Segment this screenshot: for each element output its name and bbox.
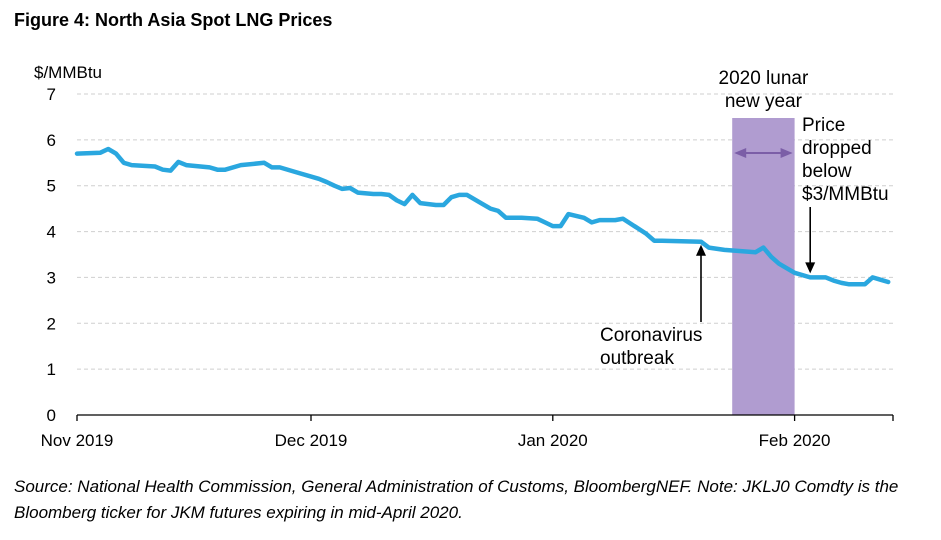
drop-label-line: dropped [802,138,872,159]
x-tick-label: Jan 2020 [518,431,588,450]
outbreak-label-line: outbreak [600,348,674,369]
y-tick-label-7: 7 [47,85,56,104]
y-tick-label-1: 1 [47,360,56,379]
x-tick-label: Dec 2019 [275,431,348,450]
drop-label-line: below [802,161,852,182]
y-tick-label-5: 5 [47,177,56,196]
drop-arrow-head [805,262,816,274]
figure-title: Figure 4: North Asia Spot LNG Prices [14,10,333,30]
axes: 0 1 2 3 4 5 6 7 Nov 2019 Dec 2019 Jan 2020 Feb 2020 [41,85,894,450]
drop-label-line: Price [802,115,845,136]
drop-label-line: $3/MMBtu [802,184,889,205]
band-arrow-head-right [780,148,793,158]
price-line-0 [74,146,891,287]
source-note: Source: National Health Commission, Gene… [14,477,899,522]
y-tick-label-3: 3 [47,268,56,287]
x-tick-label: Nov 2019 [41,431,114,450]
y-axis-label: $/MMBtu [34,63,102,82]
y-tick-label-6: 6 [47,131,56,150]
y-tick-label-0: 0 [47,406,56,425]
y-tick-label-2: 2 [47,314,56,333]
lunar-new-year-label-line: 2020 lunar [719,68,809,89]
band-arrow-head-left [734,148,747,158]
outbreak-label-line: Coronavirus [600,325,702,346]
price-series [74,146,891,287]
y-tick-label-4: 4 [47,223,56,242]
lunar-new-year-label-line: new year [725,91,803,112]
outbreak-arrow-head [696,244,706,256]
x-tick-label: Feb 2020 [759,431,831,450]
